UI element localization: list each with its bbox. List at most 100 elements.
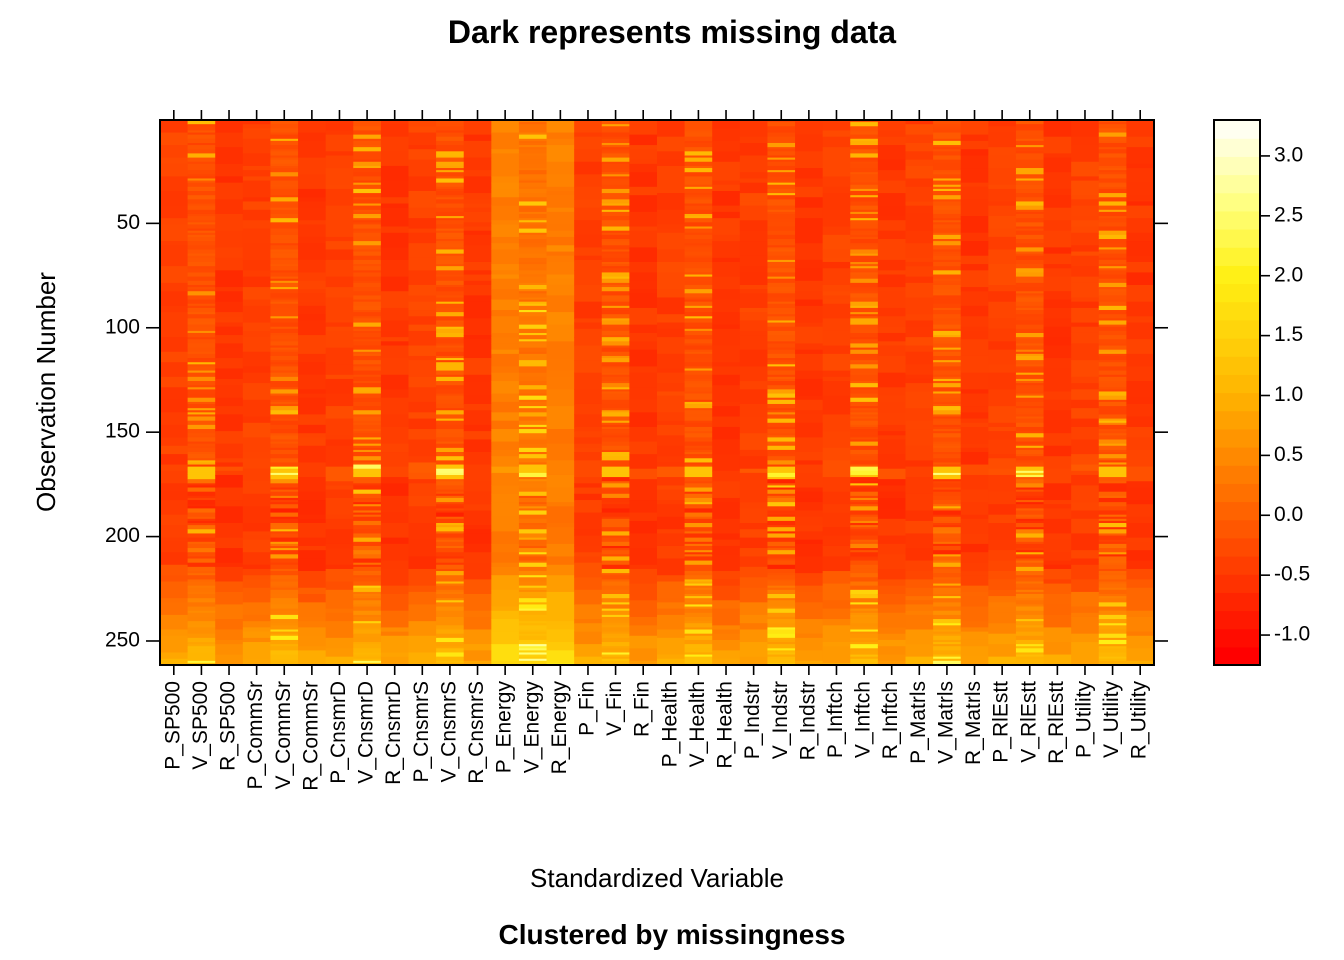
- heatmap-cell: [767, 130, 796, 134]
- heatmap-cell: [1015, 558, 1045, 562]
- heatmap-cell: [574, 174, 603, 188]
- heatmap-cell: [242, 287, 272, 301]
- heatmap-cell: [933, 656, 962, 660]
- heatmap-cell: [546, 591, 575, 610]
- heatmap-cell: [187, 326, 216, 332]
- heatmap-cell: [822, 600, 851, 610]
- heatmap-cell: [850, 408, 879, 411]
- heatmap-cell: [1015, 502, 1045, 505]
- heatmap-cell: [408, 228, 437, 234]
- heatmap-cell: [270, 466, 299, 470]
- colorbar-swatch: [1214, 592, 1260, 612]
- heatmap-cell: [380, 627, 410, 633]
- heatmap-cell: [353, 374, 382, 378]
- heatmap-cell: [1015, 378, 1045, 382]
- heatmap-cell: [215, 566, 244, 583]
- heatmap-cell: [877, 270, 907, 276]
- heatmap-cell: [933, 159, 962, 165]
- heatmap-cell: [684, 487, 713, 493]
- heatmap-cell: [933, 341, 962, 345]
- heatmap-cell: [436, 145, 465, 148]
- heatmap-cell: [518, 339, 548, 342]
- heatmap-cell: [1098, 452, 1127, 455]
- heatmap-cell: [436, 429, 465, 434]
- heatmap-cell: [601, 604, 630, 610]
- heatmap-cell: [574, 460, 603, 478]
- heatmap-cell: [408, 345, 437, 357]
- heatmap-cell: [1098, 142, 1127, 148]
- heatmap-cell: [187, 579, 216, 583]
- heatmap-cell: [436, 347, 465, 351]
- heatmap-cell: [546, 370, 575, 378]
- heatmap-cell: [187, 472, 216, 476]
- heatmap-cell: [518, 149, 548, 152]
- heatmap-cell: [380, 220, 410, 228]
- heatmap-cell: [546, 358, 575, 372]
- heatmap-cell: [1015, 316, 1045, 322]
- heatmap-cell: [1098, 571, 1127, 574]
- heatmap-cell: [933, 170, 962, 173]
- heatmap-cell: [187, 303, 216, 307]
- heatmap-cell: [574, 443, 603, 449]
- heatmap-cell: [353, 353, 382, 357]
- heatmap-cell: [988, 439, 1017, 455]
- heatmap-cell: [270, 523, 299, 526]
- heatmap-cell: [270, 180, 299, 186]
- heatmap-cell: [1043, 552, 1072, 562]
- heatmap-cell: [491, 493, 520, 503]
- heatmap-cell: [518, 163, 548, 169]
- heatmap-cell: [518, 247, 548, 251]
- heatmap-cell: [1098, 573, 1127, 576]
- heatmap-cell: [436, 120, 465, 125]
- heatmap-cell: [353, 644, 382, 649]
- heatmap-cell: [187, 424, 216, 430]
- heatmap-cell: [436, 274, 465, 278]
- heatmap-cell: [1071, 145, 1100, 163]
- heatmap-cell: [215, 474, 244, 489]
- heatmap-cell: [1015, 280, 1045, 284]
- heatmap-cell: [629, 186, 658, 196]
- heatmap-cell: [215, 591, 244, 606]
- heatmap-cell: [436, 345, 465, 349]
- heatmap-cell: [767, 648, 796, 651]
- heatmap-cell: [215, 326, 244, 336]
- heatmap-cell: [601, 452, 630, 457]
- heatmap-cell: [436, 385, 465, 390]
- heatmap-cell: [933, 201, 962, 207]
- heatmap-cell: [1015, 209, 1045, 213]
- heatmap-cell: [491, 566, 520, 576]
- heatmap-cell: [629, 280, 658, 290]
- heatmap-cell: [767, 184, 796, 190]
- heatmap-cell: [325, 322, 354, 328]
- heatmap-cell: [1015, 550, 1045, 553]
- heatmap-cell: [1098, 243, 1127, 248]
- heatmap-cell: [1043, 345, 1072, 359]
- heatmap-cell: [518, 280, 548, 284]
- heatmap-cell: [767, 159, 796, 163]
- heatmap-cell: [850, 253, 879, 257]
- heatmap-cell: [298, 437, 327, 447]
- heatmap-cell: [463, 594, 492, 612]
- heatmap-cell: [380, 180, 410, 198]
- heatmap-cell: [933, 174, 962, 177]
- heatmap-cell: [905, 656, 934, 666]
- heatmap-cell: [877, 136, 907, 146]
- heatmap-cell: [1098, 291, 1127, 297]
- heatmap-cell: [933, 403, 962, 407]
- heatmap-cell: [1098, 495, 1127, 499]
- heatmap-cell: [1071, 558, 1100, 566]
- heatmap-cell: [160, 658, 189, 666]
- heatmap-cell: [850, 224, 879, 230]
- heatmap-cell: [436, 564, 465, 570]
- heatmap-cell: [463, 491, 492, 505]
- heatmap-cell: [546, 506, 575, 524]
- heatmap-cell: [822, 291, 851, 297]
- heatmap-cell: [877, 435, 907, 441]
- heatmap-cell: [933, 550, 962, 555]
- heatmap-cell: [850, 550, 879, 553]
- heatmap-cell: [933, 458, 962, 464]
- heatmap-cell: [353, 151, 382, 157]
- heatmap-cell: [822, 512, 851, 528]
- heatmap-cell: [684, 516, 713, 520]
- heatmap-cell: [684, 491, 713, 495]
